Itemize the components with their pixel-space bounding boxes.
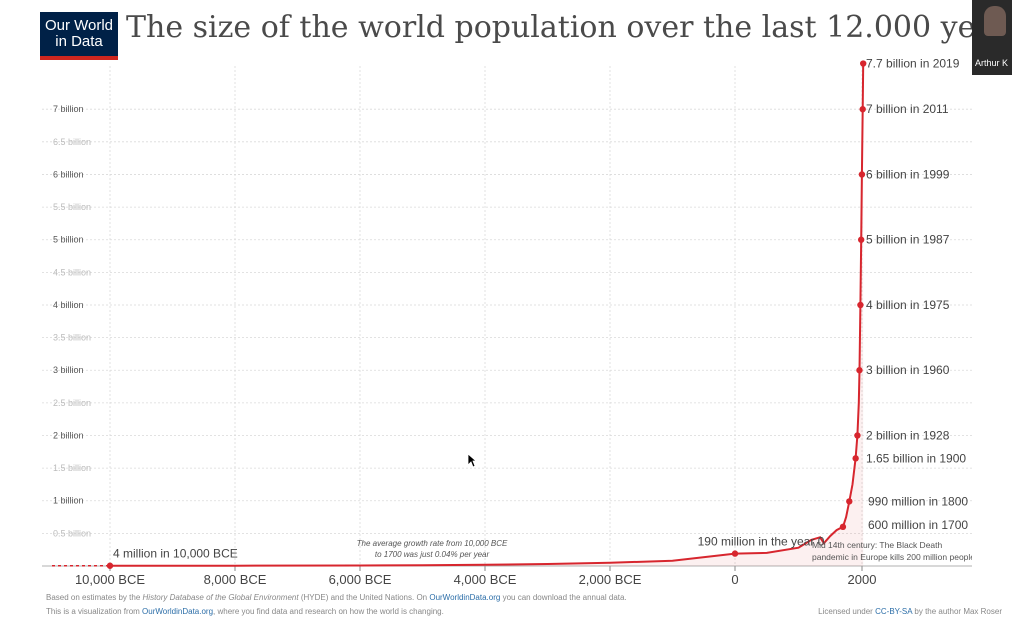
data-point-marker: [731, 550, 739, 557]
y-tick-label: 6 billion: [53, 169, 84, 179]
y-tick-label: 6.5 billion: [53, 137, 91, 147]
data-point-marker: [857, 236, 865, 243]
data-point-marker: [858, 171, 866, 178]
data-point-marker: [857, 301, 864, 309]
y-tick-label: 2 billion: [53, 430, 84, 440]
data-point-label: 4 million in 10,000 BCE: [113, 547, 238, 561]
data-point-label: 2 billion in 1928: [866, 428, 950, 442]
x-tick-label: 4,000 BCE: [454, 572, 517, 587]
license-link[interactable]: CC-BY-SA: [875, 607, 913, 616]
mouse-cursor-icon: [467, 453, 477, 468]
source-link[interactable]: OurWorldinData.org: [429, 593, 501, 602]
x-tick-label: 2000: [848, 572, 877, 587]
y-tick-label: 0.5 billion: [53, 528, 91, 538]
data-point-marker: [854, 432, 861, 439]
y-tick-label: 5.5 billion: [53, 202, 91, 212]
data-point-marker: [106, 562, 114, 569]
data-point-label: 4 billion in 1975: [866, 298, 950, 312]
viz-text-1: This is a visualization from: [46, 607, 140, 616]
y-tick-label: 3.5 billion: [53, 333, 91, 343]
source-text-2: (HYDE) and the United Nations. On: [300, 593, 428, 602]
data-point-marker: [859, 106, 866, 113]
viz-text-2: , where you find data and research on ho…: [213, 607, 444, 616]
y-tick-label: 4 billion: [53, 300, 84, 310]
data-point-label: 3 billion in 1960: [866, 363, 950, 377]
growth-rate-note-line2: to 1700 was just 0.04% per year: [375, 550, 490, 559]
license-note: Licensed under CC-BY-SA by the author Ma…: [818, 607, 1002, 616]
data-point-label: 990 million in 1800: [868, 494, 968, 508]
data-point-label: 7 billion in 2011: [866, 102, 949, 116]
owid-logo: Our World in Data: [40, 12, 118, 60]
y-tick-label: 2.5 billion: [53, 398, 91, 408]
webcam-overlay: Arthur K: [972, 0, 1012, 75]
black-death-note-line1: Mid 14th century: The Black Death: [812, 540, 943, 550]
source-text-1: Based on estimates by the: [46, 593, 141, 602]
participant-video: [984, 6, 1006, 36]
logo-line-1: Our World: [44, 17, 114, 34]
source-text-3: you can download the annual data.: [502, 593, 627, 602]
viz-link[interactable]: OurWorldinData.org: [142, 607, 214, 616]
x-tick-label: 8,000 BCE: [204, 572, 267, 587]
y-tick-label: 3 billion: [53, 365, 84, 375]
data-point-marker: [839, 523, 847, 531]
participant-name: Arthur K: [975, 58, 1009, 68]
data-point-label: 190 million in the year 0: [698, 535, 825, 549]
data-point-marker: [856, 367, 863, 374]
data-point-label: 1.65 billion in 1900: [866, 451, 966, 465]
data-point-marker: [846, 498, 853, 505]
source-hyde: History Database of the Global Environme…: [142, 593, 299, 602]
y-tick-label: 1 billion: [53, 496, 84, 506]
y-tick-label: 5 billion: [53, 235, 84, 245]
license-text-2: by the author Max Roser: [914, 607, 1002, 616]
population-line: [110, 63, 865, 567]
x-tick-label: 6,000 BCE: [329, 572, 392, 587]
logo-line-2: in Data: [55, 33, 103, 50]
data-point-marker: [860, 60, 867, 67]
chart-title: The size of the world population over th…: [126, 10, 994, 45]
license-text-1: Licensed under: [818, 607, 873, 616]
black-death-note-line2: pandemic in Europe kills 200 million peo…: [812, 552, 972, 562]
data-point-label: 6 billion in 1999: [866, 167, 950, 181]
x-tick-label: 10,000 BCE: [75, 572, 145, 587]
data-point-marker: [852, 455, 859, 462]
y-tick-label: 1.5 billion: [53, 463, 91, 473]
y-tick-label: 4.5 billion: [53, 267, 91, 277]
data-point-label: 5 billion in 1987: [866, 233, 950, 247]
population-chart: 0.5 billion 1 billion 1.5 billion 2 billion…: [42, 57, 972, 587]
source-note: Based on estimates by the History Databa…: [46, 593, 627, 602]
x-tick-label: 0: [731, 572, 738, 587]
y-tick-label: 7 billion: [53, 104, 84, 114]
visualization-note: This is a visualization from OurWorldinD…: [46, 607, 444, 616]
data-point-label: 7.7 billion in 2019: [866, 57, 960, 71]
data-point-label: 600 million in 1700: [868, 518, 968, 532]
growth-rate-note-line1: The average growth rate from 10,000 BCE: [357, 539, 508, 548]
x-tick-label: 2,000 BCE: [579, 572, 642, 587]
population-area: [110, 63, 864, 566]
